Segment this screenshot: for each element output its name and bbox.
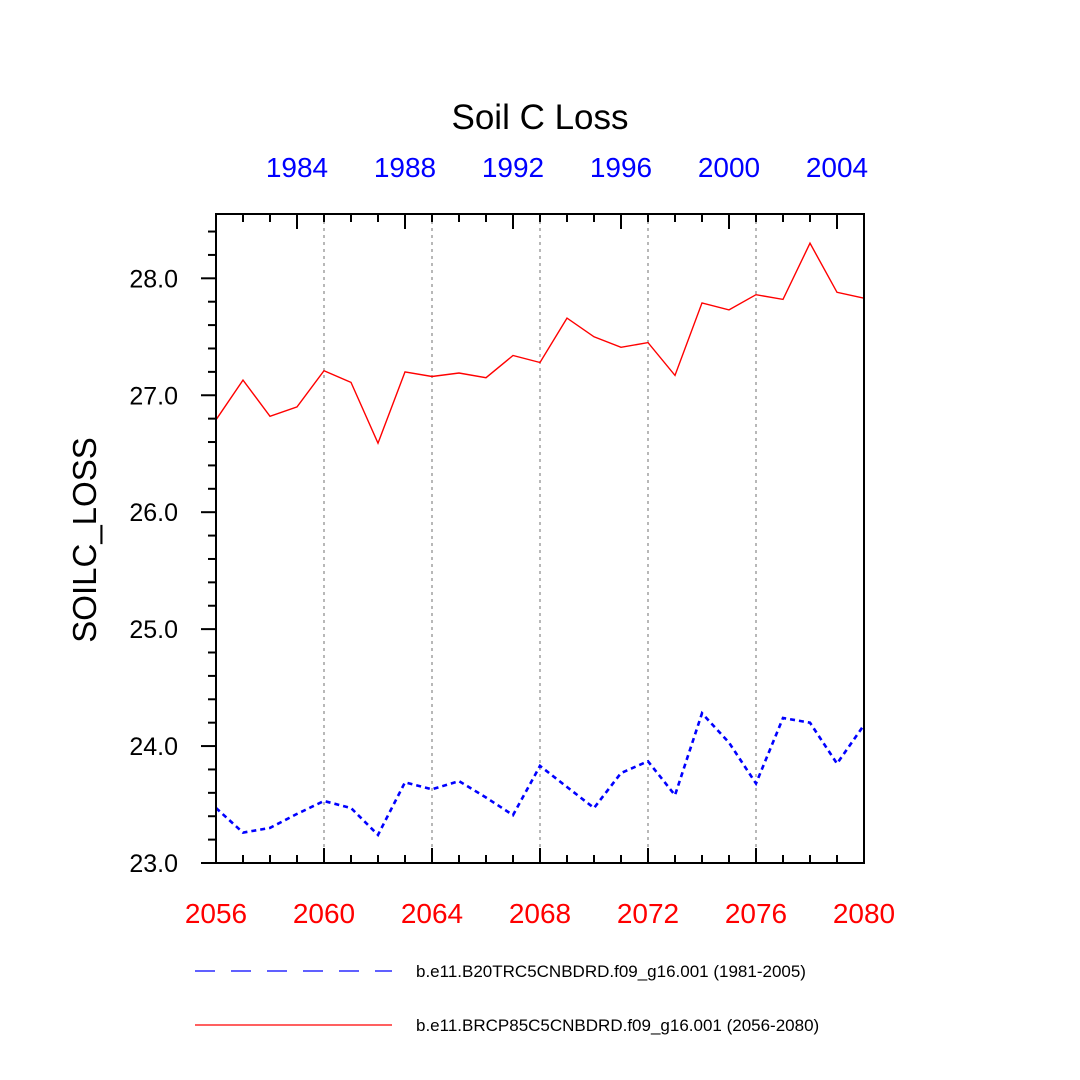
x-top-tick-label: 1996	[590, 152, 652, 183]
x-top-tick-label: 1992	[482, 152, 544, 183]
y-tick-label: 27.0	[129, 382, 178, 410]
legend: b.e11.B20TRC5CNBDRD.f09_g16.001 (1981-20…	[195, 962, 819, 1035]
grid-layer	[323, 214, 757, 863]
x-bottom-tick-label: 2076	[725, 898, 787, 929]
x-top-tick-label: 2004	[806, 152, 868, 183]
y-tick-label: 26.0	[129, 499, 178, 527]
x-top-tick-label: 1984	[266, 152, 328, 183]
y-tick-label: 23.0	[129, 850, 178, 878]
series-line-projection	[215, 241, 865, 446]
y-axis-label: SOILC_LOSS	[66, 437, 103, 642]
x-top-tick-label: 2000	[698, 152, 760, 183]
x-bottom-tick-label: 2056	[185, 898, 247, 929]
series-layer	[215, 241, 866, 838]
x-bottom-tick-label: 2060	[293, 898, 355, 929]
y-tick-label: 25.0	[129, 616, 178, 644]
legend-label: b.e11.BRCP85C5CNBDRD.f09_g16.001 (2056-2…	[416, 1016, 819, 1035]
y-tick-label: 28.0	[129, 265, 178, 293]
x-bottom-tick-label: 2072	[617, 898, 679, 929]
x-bottom-tick-label: 2068	[509, 898, 571, 929]
x-bottom-tick-label: 2064	[401, 898, 463, 929]
chart-title: Soil C Loss	[451, 98, 628, 137]
x-bottom-tick-label: 2080	[833, 898, 895, 929]
x-top-tick-label: 1988	[374, 152, 436, 183]
y-tick-label: 24.0	[129, 733, 178, 761]
series-line-historical	[215, 710, 866, 838]
legend-label: b.e11.B20TRC5CNBDRD.f09_g16.001 (1981-20…	[416, 962, 806, 981]
ticks-layer: 2056 2060 2064 2068 2072 2076 2080 1984 1988 1992…	[129, 152, 895, 929]
